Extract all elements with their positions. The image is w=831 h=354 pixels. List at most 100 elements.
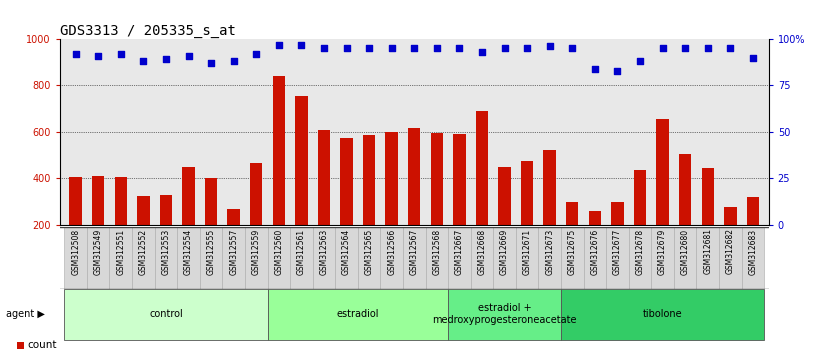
Text: GSM312565: GSM312565	[365, 228, 374, 275]
Bar	[453, 134, 465, 271]
Bar	[160, 195, 172, 271]
Text: GSM312675: GSM312675	[568, 228, 577, 275]
Bar	[652, 227, 674, 289]
Bar	[494, 227, 516, 289]
Text: tibolone: tibolone	[642, 309, 682, 319]
Bar	[223, 227, 245, 289]
Bar	[335, 227, 358, 289]
Bar	[268, 227, 290, 289]
Bar	[341, 138, 352, 271]
Bar	[92, 176, 105, 271]
Bar	[588, 211, 601, 271]
Text: GSM312668: GSM312668	[478, 228, 486, 275]
Bar	[701, 168, 714, 271]
Bar	[115, 177, 127, 271]
Bar	[70, 177, 81, 271]
Bar	[724, 207, 736, 271]
Bar	[132, 227, 155, 289]
Point	[611, 68, 624, 73]
Bar	[64, 227, 87, 289]
Text: GSM312683: GSM312683	[749, 228, 757, 275]
Bar	[199, 227, 223, 289]
Point	[430, 45, 444, 51]
Point	[633, 58, 647, 64]
Text: GSM312552: GSM312552	[139, 228, 148, 275]
Text: GSM312557: GSM312557	[229, 228, 238, 275]
Bar	[747, 197, 759, 271]
Text: GSM312671: GSM312671	[523, 228, 532, 275]
Text: GSM312566: GSM312566	[387, 228, 396, 275]
Bar	[583, 227, 606, 289]
Text: GSM312678: GSM312678	[636, 228, 645, 275]
Bar	[606, 227, 629, 289]
Bar	[250, 163, 263, 271]
Point	[91, 53, 105, 58]
Bar	[679, 154, 691, 271]
Bar	[64, 289, 268, 340]
Point	[137, 58, 150, 64]
Point	[588, 66, 602, 72]
Text: GSM312563: GSM312563	[319, 228, 328, 275]
Bar	[516, 227, 538, 289]
Bar	[386, 132, 398, 271]
Point	[295, 42, 308, 47]
Point	[701, 45, 715, 51]
Text: GSM312551: GSM312551	[116, 228, 125, 275]
Bar	[476, 111, 488, 271]
Text: control: control	[149, 309, 183, 319]
Bar	[656, 119, 669, 271]
Point	[724, 45, 737, 51]
Bar	[674, 227, 696, 289]
Bar	[629, 227, 652, 289]
Text: GSM312567: GSM312567	[410, 228, 419, 275]
Point	[273, 42, 286, 47]
Bar	[177, 227, 199, 289]
Point	[249, 51, 263, 57]
Bar	[408, 129, 420, 271]
Bar	[612, 201, 623, 271]
Point	[204, 60, 218, 66]
Bar	[538, 227, 561, 289]
Bar	[228, 209, 240, 271]
Point	[520, 45, 534, 51]
Bar	[470, 227, 494, 289]
Bar	[245, 227, 268, 289]
Bar	[561, 227, 583, 289]
Text: GSM312681: GSM312681	[703, 228, 712, 274]
Text: GSM312682: GSM312682	[725, 228, 735, 274]
Bar	[155, 227, 177, 289]
Bar	[205, 178, 217, 271]
Bar	[543, 150, 556, 271]
Bar	[110, 227, 132, 289]
Bar	[566, 201, 578, 271]
Point	[678, 45, 691, 51]
Text: GSM312554: GSM312554	[184, 228, 193, 275]
Text: GSM312549: GSM312549	[94, 228, 103, 275]
Text: GSM312669: GSM312669	[500, 228, 509, 275]
Bar	[499, 167, 511, 271]
Bar	[312, 227, 335, 289]
Bar	[358, 227, 381, 289]
Bar	[137, 196, 150, 271]
Text: GSM312676: GSM312676	[590, 228, 599, 275]
Point	[252, 278, 265, 284]
Text: GSM312679: GSM312679	[658, 228, 667, 275]
Bar	[634, 170, 647, 271]
Point	[362, 45, 376, 51]
Bar	[317, 130, 330, 271]
Point	[566, 45, 579, 51]
Text: GSM312553: GSM312553	[161, 228, 170, 275]
Bar	[363, 135, 376, 271]
Text: GSM312561: GSM312561	[297, 228, 306, 275]
Text: GSM312667: GSM312667	[455, 228, 464, 275]
Bar	[87, 227, 110, 289]
Point	[69, 51, 82, 57]
Bar	[719, 227, 741, 289]
Bar	[448, 227, 470, 289]
Bar	[268, 289, 448, 340]
Point	[453, 45, 466, 51]
Point	[340, 45, 353, 51]
Text: GDS3313 / 205335_s_at: GDS3313 / 205335_s_at	[60, 24, 236, 38]
Bar	[425, 227, 448, 289]
Text: estradiol: estradiol	[337, 309, 379, 319]
